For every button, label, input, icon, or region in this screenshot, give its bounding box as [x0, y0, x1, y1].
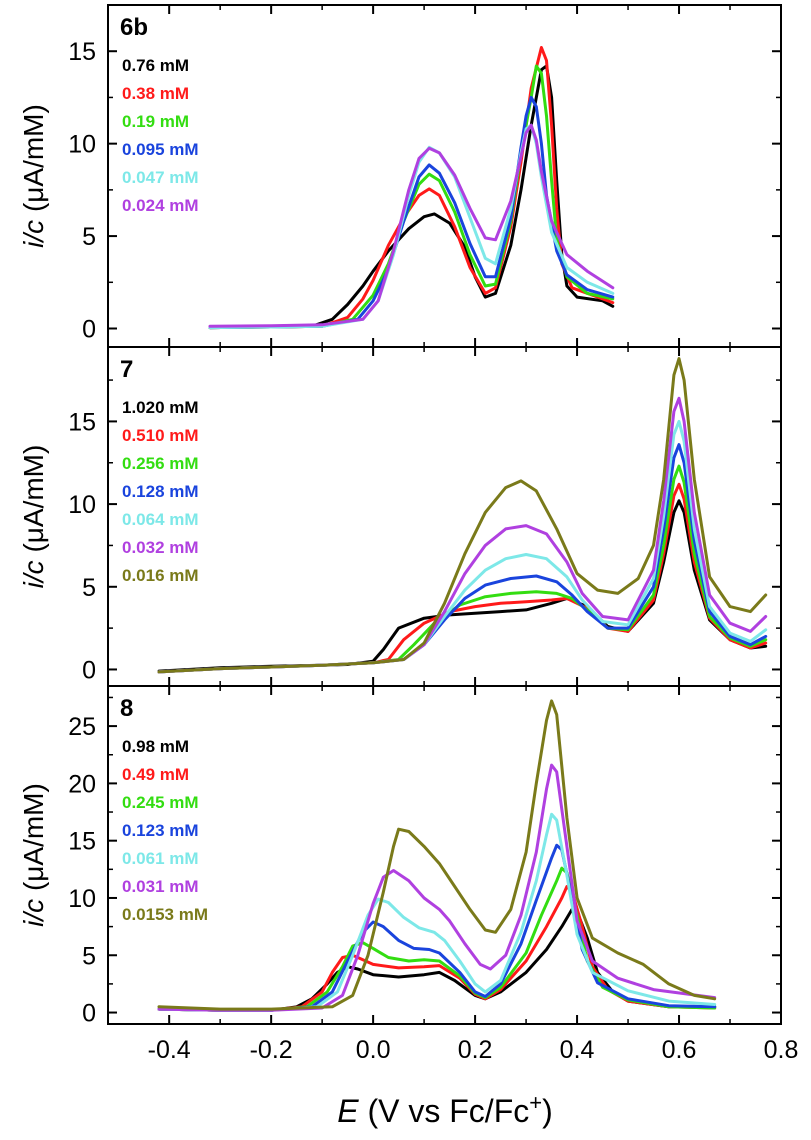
x-axis-label-symbol: E — [337, 1093, 359, 1129]
panel-8: 0 5 10 15 20 25 i/c (μA/mM) 8 0.98 mM 0.49 mM 0.24… — [18, 685, 782, 1028]
legend-entry-6b-2: 0.38 mM — [122, 84, 189, 103]
series-line-8-7 — [157, 699, 717, 1011]
legend-entry-6b-4: 0.095 mM — [122, 140, 199, 159]
y-tick-label-6b-0: 0 — [82, 316, 96, 344]
plot-frame-8 — [107, 685, 782, 1025]
series-line-8-4 — [157, 843, 717, 1012]
y-tick-label-7-10: 10 — [68, 491, 96, 519]
series-line-8-6 — [157, 763, 717, 1012]
y-axis-label-symbol-8: i/c — [18, 899, 49, 927]
y-axis-label-6b: i/c (μA/mM) — [18, 104, 49, 248]
series-lines-8 — [157, 699, 717, 1012]
legend-entry-8-3: 0.245 mM — [122, 793, 199, 812]
y-tick-label-8-15: 15 — [68, 828, 96, 856]
panel-6b: 0 5 10 15 i/c (μA/mM) 6b 0.76 mM 0.38 mM 0.19 mM… — [18, 4, 782, 348]
series-line-8-5 — [157, 812, 717, 1012]
y-tick-label-8-20: 20 — [68, 770, 96, 798]
series-line-6b-2 — [208, 46, 615, 330]
panel-7: 0 5 10 15 i/c (μA/mM) 7 1.020 mM 0.510 mM 0.256 … — [18, 346, 782, 687]
y-tick-label-7-5: 5 — [82, 574, 96, 602]
y-axis-label-units-8: (μA/mM) — [18, 783, 49, 899]
x-tick-label-0: -0.4 — [148, 1036, 191, 1064]
series-line-7-1 — [157, 499, 768, 673]
x-axis-label-superscript: + — [529, 1090, 542, 1115]
x-tick-label-3: 0.2 — [458, 1036, 493, 1064]
y-axis-label-units-6b: (μA/mM) — [18, 104, 49, 220]
series-line-8-3 — [157, 866, 717, 1012]
plot-frame-6b — [107, 4, 782, 348]
panels: 0 5 10 15 i/c (μA/mM) 6b 0.76 mM 0.38 mM 0.19 mM… — [18, 4, 799, 1064]
legend-entry-8-6: 0.031 mM — [122, 877, 199, 896]
legend-entry-6b-5: 0.047 mM — [122, 168, 199, 187]
series-lines-6b — [208, 46, 615, 330]
legend-entry-8-4: 0.123 mM — [122, 821, 199, 840]
legend-entry-8-1: 0.98 mM — [122, 737, 189, 756]
y-tick-label-8-0: 0 — [82, 1000, 96, 1028]
y-tick-label-7-0: 0 — [82, 656, 96, 684]
series-line-6b-3 — [208, 64, 615, 330]
series-line-8-1 — [157, 907, 717, 1012]
legend-entry-7-4: 0.128 mM — [122, 482, 199, 501]
series-lines-7 — [157, 357, 768, 674]
x-tick-label-1: -0.2 — [250, 1036, 293, 1064]
y-tick-label-6b-5: 5 — [82, 223, 96, 251]
series-line-6b-6 — [208, 123, 615, 328]
y-tick-label-8-25: 25 — [68, 713, 96, 741]
legend-entry-6b-3: 0.19 mM — [122, 112, 189, 131]
panel-label-7: 7 — [120, 356, 133, 383]
panel-label-8: 8 — [120, 695, 133, 722]
legend-entry-6b-1: 0.76 mM — [122, 56, 189, 75]
legend-entry-7-6: 0.032 mM — [122, 538, 199, 557]
x-tick-label-5: 0.6 — [662, 1036, 697, 1064]
legend-entry-7-7: 0.016 mM — [122, 566, 199, 585]
legend-entry-7-3: 0.256 mM — [122, 454, 199, 473]
x-tick-label-4: 0.4 — [560, 1036, 595, 1064]
y-axis-label-symbol-7: i/c — [18, 560, 49, 588]
y-axis-label-7: i/c (μA/mM) — [18, 445, 49, 589]
legend-entry-8-7: 0.0153 mM — [122, 905, 208, 924]
legend-entry-7-2: 0.510 mM — [122, 426, 199, 445]
x-tick-label-6: 0.8 — [764, 1036, 799, 1064]
series-line-7-7 — [157, 357, 768, 674]
legend-entry-6b-6: 0.024 mM — [122, 196, 199, 215]
x-axis-label-text: (V vs Fc/Fc — [359, 1093, 530, 1129]
y-axis-label-units-7: (μA/mM) — [18, 445, 49, 561]
legend-entry-8-5: 0.061 mM — [122, 849, 199, 868]
legend-entry-7-1: 1.020 mM — [122, 398, 199, 417]
x-tick-label-2: 0.0 — [356, 1036, 391, 1064]
legend-entry-8-2: 0.49 mM — [122, 765, 189, 784]
y-tick-label-6b-10: 10 — [68, 131, 96, 159]
y-tick-label-6b-15: 15 — [68, 38, 96, 66]
x-axis-label: E (V vs Fc/Fc+) — [337, 1090, 553, 1129]
legend-entry-7-5: 0.064 mM — [122, 510, 199, 529]
y-tick-label-8-5: 5 — [82, 942, 96, 970]
x-axis-label-close: ) — [542, 1093, 553, 1129]
panel-label-6b: 6b — [120, 14, 148, 41]
y-axis-label-8: i/c (μA/mM) — [18, 783, 49, 927]
y-tick-label-8-10: 10 — [68, 885, 96, 913]
y-tick-label-7-15: 15 — [68, 408, 96, 436]
y-axis-label-symbol-6b: i/c — [18, 220, 49, 248]
